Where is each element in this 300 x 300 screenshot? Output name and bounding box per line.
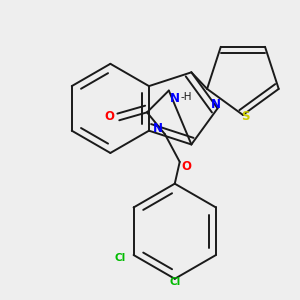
Text: Cl: Cl: [169, 277, 180, 287]
Text: S: S: [242, 110, 250, 123]
Text: N: N: [153, 122, 163, 135]
Text: N: N: [170, 92, 180, 104]
Text: -H: -H: [181, 92, 192, 101]
Text: Cl: Cl: [114, 253, 126, 263]
Text: O: O: [182, 160, 192, 173]
Text: O: O: [104, 110, 114, 123]
Text: N: N: [211, 98, 220, 112]
